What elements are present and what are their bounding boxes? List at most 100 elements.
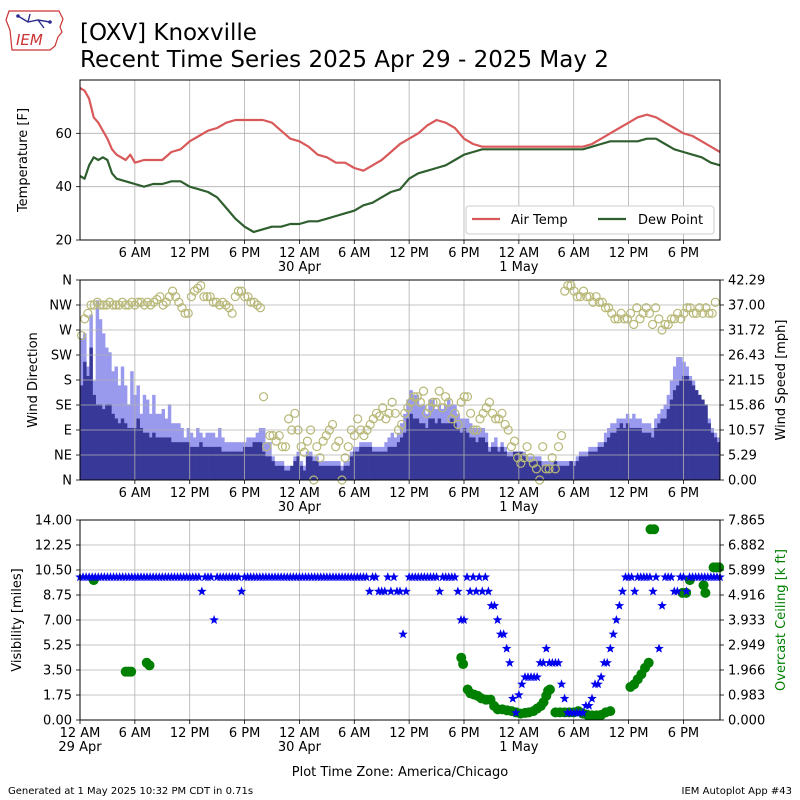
wind-direction-marker <box>98 300 109 310</box>
x-day-label: 1 May <box>499 260 539 275</box>
y2-tick-label: 15.86 <box>728 399 765 414</box>
y-tick-label: 14.00 <box>35 514 72 529</box>
y-tick-label: S <box>64 374 72 389</box>
wind-direction-marker <box>83 308 93 318</box>
wind-direction-marker <box>588 297 598 307</box>
wind-speed-bar <box>522 456 526 480</box>
wind-gust-bar <box>101 333 106 480</box>
wind-direction-marker <box>368 414 378 424</box>
wind-speed-bar <box>164 437 169 480</box>
wind-speed-bar <box>384 451 388 480</box>
wind-direction-marker <box>528 458 538 468</box>
network-lines-icon <box>17 13 51 29</box>
wind-speed-bar <box>236 451 241 480</box>
wind-gust-bar <box>95 300 100 480</box>
wind-speed-bar <box>98 404 103 480</box>
wind-speed-bar <box>337 465 341 480</box>
x-tick-label: 12 AM <box>279 246 320 261</box>
wind-speed-bar <box>475 442 479 480</box>
wind-speed-bar <box>214 446 219 480</box>
wind-speed-bar <box>359 446 363 480</box>
wind-direction-marker <box>346 425 356 435</box>
wind-speed-bar <box>412 418 416 480</box>
visibility-marker <box>398 629 408 639</box>
wind-speed-bar <box>221 451 225 480</box>
wind-direction-marker <box>287 425 297 435</box>
x-tick-label: 12 AM <box>60 726 101 741</box>
page-subtitle: Recent Time Series 2025 Apr 29 - 2025 Ma… <box>80 47 609 73</box>
y-tick-label: SW <box>51 349 72 364</box>
x-tick-label: 6 PM <box>229 246 260 261</box>
wind-speed-bar <box>390 446 395 480</box>
wind-speed-bar <box>296 456 300 480</box>
x-tick-label: 12 PM <box>609 486 649 501</box>
wind-direction-marker <box>390 408 400 418</box>
wind-speed-bar <box>607 437 611 480</box>
wind-direction-y-label: Wind Direction <box>26 332 41 428</box>
wind-direction-marker <box>262 442 272 452</box>
x-tick-label: 12 AM <box>498 726 539 741</box>
visibility-marker <box>648 586 658 596</box>
ceiling-marker <box>126 666 137 677</box>
wind-direction-marker <box>400 408 410 418</box>
x-tick-label: 12 AM <box>279 486 320 501</box>
wind-direction-marker <box>691 308 702 318</box>
wind-direction-marker <box>556 430 567 441</box>
wind-direction-marker <box>114 300 124 310</box>
wind-direction-marker <box>274 430 284 441</box>
wind-speed-bar <box>629 427 633 480</box>
visibility-y-ticks: 0.00 1.75 3.50 5.25 7.00 8.75 10.50 12.25 14.00 <box>35 514 80 729</box>
wind-direction-marker <box>600 303 611 313</box>
app-footnote: IEM Autoplot App #43 <box>682 786 792 797</box>
wind-direction-marker <box>396 419 407 430</box>
wind-speed-bar <box>556 465 561 480</box>
visibility-marker <box>593 679 603 689</box>
wind-direction-marker <box>127 297 137 307</box>
visibility-marker <box>654 643 664 653</box>
visibility-marker <box>459 615 469 624</box>
wind-direction-marker <box>522 442 532 452</box>
generated-footnote: Generated at 1 May 2025 10:32 PM CDT in … <box>8 786 253 797</box>
wind-direction-marker <box>378 403 388 413</box>
wind-direction-marker <box>406 397 416 407</box>
y-tick-label: 40 <box>55 180 72 195</box>
visibility-marker <box>584 700 594 710</box>
wind-direction-marker <box>625 308 636 318</box>
x-tick-label: 6 AM <box>338 726 371 741</box>
wind-speed-bar <box>142 432 147 480</box>
wind-direction-marker <box>246 297 256 307</box>
visibility-marker <box>617 586 628 596</box>
wind-direction-marker <box>651 303 661 313</box>
wind-direction-marker <box>149 297 159 307</box>
wind-direction-marker <box>371 408 382 418</box>
x-tick-label: 6 AM <box>338 246 371 261</box>
wind-speed-bar <box>560 465 564 480</box>
visibility-marker <box>498 629 509 639</box>
temperature-legend: Air Temp Dew Point <box>465 205 715 235</box>
wind-speed-bar <box>450 418 454 480</box>
wind-direction-marker <box>453 419 463 430</box>
iem-logo[interactable]: IEM <box>5 10 64 51</box>
wind-speed-bar <box>199 442 203 480</box>
wind-speed-bar <box>149 437 153 480</box>
visibility-marker <box>206 572 216 582</box>
wind-direction-marker <box>255 303 265 313</box>
wind-speed-bar <box>541 465 545 480</box>
wind-speed-bar <box>167 437 172 480</box>
visibility-marker <box>483 586 494 596</box>
wind-direction-marker <box>440 392 451 402</box>
wind-y2-ticks: 0.00 5.29 10.57 15.86 21.15 26.43 31.72 37.00 42… <box>720 274 765 489</box>
x-tick-label: 6 AM <box>557 726 590 741</box>
wind-speed-bar <box>155 437 159 480</box>
wind-speed-bar <box>478 437 482 480</box>
wind-speed-bar <box>136 418 140 480</box>
wind-direction-marker <box>613 314 623 324</box>
wind-direction-marker <box>193 283 203 293</box>
wind-speed-bar <box>130 427 134 480</box>
wind-speed-bar <box>672 390 677 480</box>
wind-direction-marker <box>111 300 121 310</box>
wind-direction-marker <box>707 308 717 318</box>
wind-speed-bar <box>252 442 256 480</box>
visibility-marker <box>380 586 390 596</box>
wind-direction-marker <box>487 408 498 418</box>
